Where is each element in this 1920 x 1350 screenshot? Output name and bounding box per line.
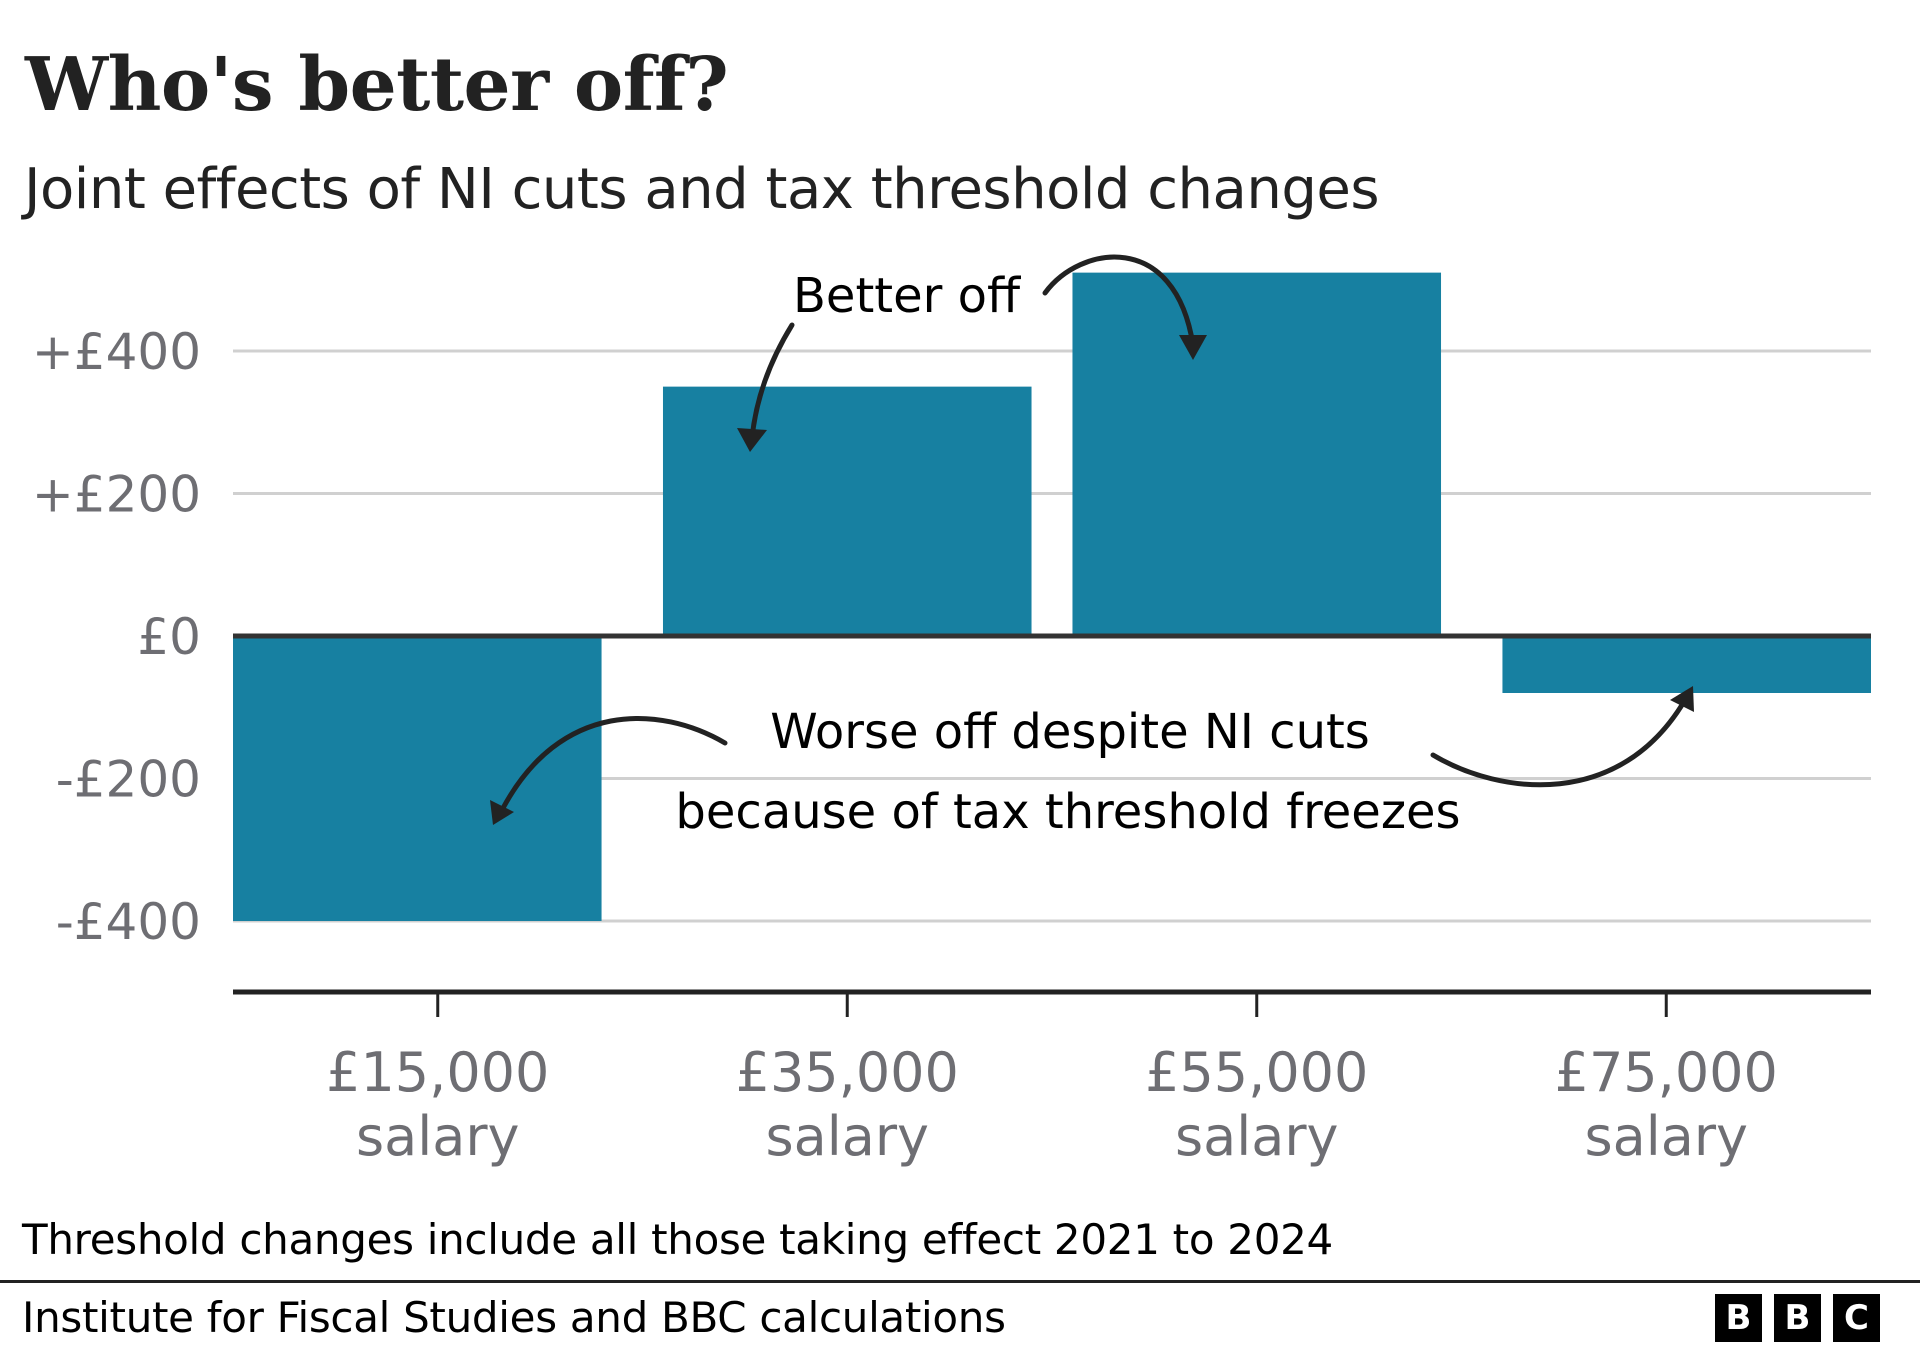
x-tick-label-amount: £75,000	[1555, 1041, 1778, 1104]
bbc-logo: B B C	[1715, 1294, 1880, 1342]
bar-chart: +£400+£200£0-£200-£400 £15,000salary£35,…	[32, 254, 1871, 1168]
annotation-worse-off-line1: Worse off despite NI cuts	[770, 704, 1370, 760]
annotation-better-off: Better off	[737, 254, 1207, 452]
arrowhead-worse-off-left	[490, 800, 514, 825]
footer-divider	[0, 1280, 1920, 1283]
source-credit: Institute for Fiscal Studies and BBC cal…	[22, 1293, 1006, 1342]
annotation-worse-off-line2: because of tax threshold freezes	[675, 784, 1460, 840]
y-tick-label: £0	[137, 608, 201, 666]
x-tick-label-unit: salary	[1585, 1105, 1748, 1168]
arrow-better-off-left	[749, 322, 795, 441]
x-tick-label-amount: £35,000	[736, 1041, 959, 1104]
arrow-better-off-right	[1042, 254, 1196, 348]
bar	[1072, 272, 1442, 636]
arrowhead-worse-off-right	[1670, 686, 1694, 712]
arrow-worse-off-right	[1430, 697, 1688, 788]
arrowhead-better-off-right	[1179, 335, 1207, 360]
annotation-bg-line1	[740, 692, 1400, 750]
bar	[1502, 636, 1871, 693]
annotation-better-off-text: Better off	[793, 268, 1021, 324]
y-tick-label: +£200	[32, 466, 201, 524]
y-tick-label: +£400	[32, 323, 201, 381]
y-tick-label: -£200	[56, 751, 201, 809]
bar	[662, 386, 1032, 636]
x-tick-label-amount: £15,000	[326, 1041, 549, 1104]
chart-title: Who's better off?	[25, 42, 729, 128]
bar	[233, 636, 602, 921]
chart-subtitle: Joint effects of NI cuts and tax thresho…	[24, 157, 1380, 222]
y-tick-label: -£400	[56, 893, 201, 951]
bars	[233, 272, 1871, 921]
x-tick-label-unit: salary	[356, 1105, 519, 1168]
arrow-worse-off-left	[499, 715, 728, 813]
bbc-logo-letter: B	[1715, 1294, 1762, 1342]
y-axis-labels: +£400 +£200 £0 -£200 -£400	[32, 323, 201, 951]
bbc-logo-letter: C	[1833, 1294, 1880, 1342]
x-tick-label-amount: £55,000	[1145, 1041, 1368, 1104]
arrowhead-better-off-left	[737, 428, 767, 452]
x-tick-label-unit: salary	[1175, 1105, 1338, 1168]
footnote: Threshold changes include all those taki…	[22, 1215, 1333, 1264]
annotation-bg-line2	[655, 782, 1485, 846]
x-tick-label-unit: salary	[766, 1105, 929, 1168]
annotation-worse-off: Worse off despite NI cuts because of tax…	[490, 686, 1694, 846]
bbc-logo-letter: B	[1774, 1294, 1821, 1342]
x-axis: £15,000salary£35,000salary£55,000salary£…	[233, 989, 1871, 1168]
